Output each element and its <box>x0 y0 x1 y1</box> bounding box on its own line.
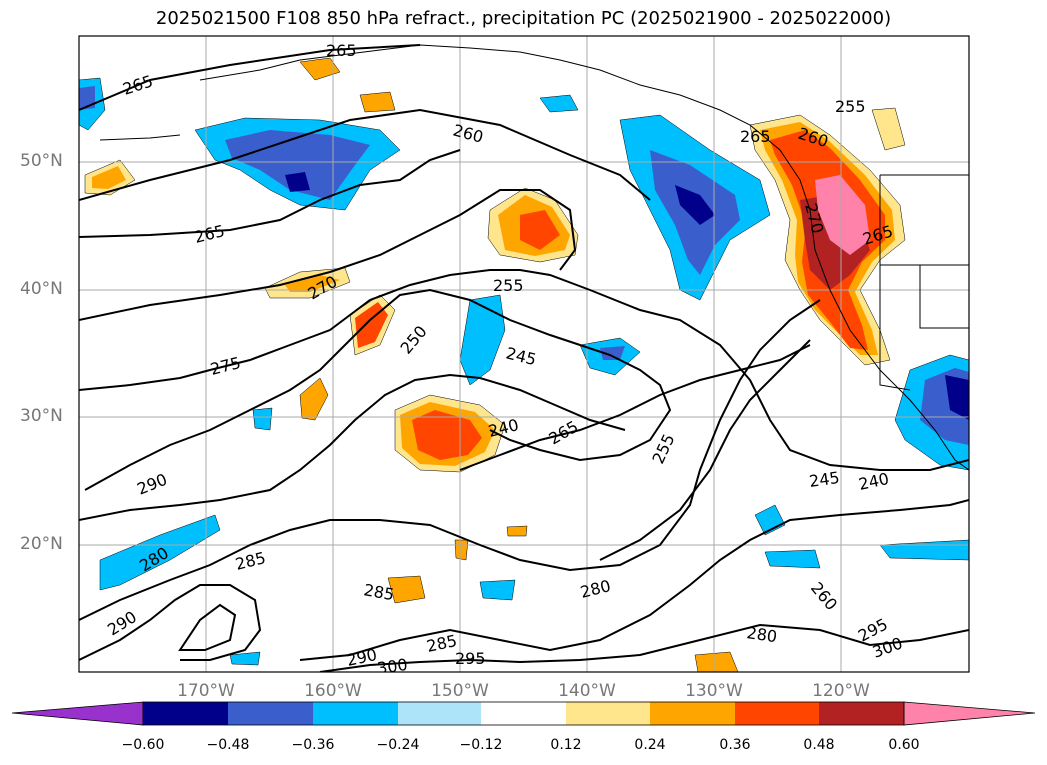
lon-label: 120°W <box>812 681 870 701</box>
precip-blob-small-mid <box>454 539 469 561</box>
precip-blob-gulf-alaska-core <box>225 130 370 200</box>
colorbar-bin <box>735 702 819 725</box>
colorbar-bin <box>481 702 566 725</box>
contour-label: 295 <box>455 649 486 668</box>
lat-label: 30°N <box>20 406 63 426</box>
lon-label: 140°W <box>558 681 616 701</box>
contour-label: 255 <box>493 276 524 295</box>
colorbar-extend-max <box>903 701 1036 726</box>
precip-blob-gulf-alaska-dark <box>285 172 310 192</box>
contour-label: 245 <box>808 468 841 491</box>
lon-label: 150°W <box>431 681 489 701</box>
contour-label: 265 <box>740 127 771 146</box>
lat-label: 40°N <box>20 279 63 299</box>
gridlines <box>79 36 969 672</box>
colorbar-bin <box>398 702 481 725</box>
precip-blob-lower-mid <box>479 579 516 601</box>
colorbar-bin <box>819 702 904 725</box>
precip-blob-top2 <box>359 91 396 113</box>
precip-blob-se-3 <box>764 549 821 569</box>
colorbar-tick-label: −0.36 <box>291 737 335 753</box>
colorbar-tick-label: 0.24 <box>634 737 666 753</box>
lat-label: 50°N <box>20 151 63 171</box>
coastlines <box>99 44 969 471</box>
precip-blob-lower <box>387 575 426 604</box>
colorbar-bin <box>143 702 228 725</box>
precip-blob-pacific-central-red <box>412 410 482 460</box>
colorbar-tick-label: −0.12 <box>459 737 503 753</box>
contour-label: 265 <box>326 41 357 60</box>
precip-blob-small-2 <box>252 407 273 431</box>
contour-label: 300 <box>376 655 409 678</box>
colorbar-tick-label: −0.24 <box>376 737 420 753</box>
colorbar-tick-label: 0.12 <box>550 737 582 753</box>
colorbar-tick-label: 0.36 <box>719 737 751 753</box>
precip-blob-nw-coast-dark <box>675 185 715 225</box>
precip-blob-small-mid2 <box>506 525 528 537</box>
precip-blob-ne-orange <box>285 275 340 292</box>
lon-label: 160°W <box>304 681 362 701</box>
precip-blob-baja-dark <box>945 375 969 420</box>
lon-label: 170°W <box>177 681 235 701</box>
precip-blob-west-coast-pink <box>815 175 870 255</box>
lon-label: 130°W <box>685 681 743 701</box>
precip-blob-top <box>299 57 341 81</box>
contour-label: 280 <box>745 623 778 646</box>
precip-blob-bottom <box>694 651 739 672</box>
precip-blob-small-w-orange <box>92 166 126 189</box>
precip-blob-north-central-red <box>520 210 560 250</box>
map-frame <box>78 35 970 673</box>
precip-blob-left-mid-orange <box>355 302 388 348</box>
colorbar-bin <box>313 702 398 725</box>
contour-label: 255 <box>835 97 866 116</box>
precip-blob-small-1 <box>539 94 579 113</box>
precip-blob-small-3 <box>229 651 261 666</box>
lat-label: 20°N <box>20 534 63 554</box>
map-title: 2025021500 F108 850 hPa refract., precip… <box>155 8 892 29</box>
colorbar-bin <box>650 702 735 725</box>
colorbar-tick-label: −0.48 <box>206 737 250 753</box>
precip-blob-coast-n <box>871 107 906 151</box>
colorbar-bin <box>228 702 313 725</box>
colorbar-tick-label: 0.48 <box>803 737 835 753</box>
contour-lines <box>79 44 969 672</box>
colorbar-tick-label: −0.60 <box>121 737 165 753</box>
colorbar <box>11 701 1036 726</box>
precip-blob-se-2 <box>754 504 786 536</box>
precip-blob-mid-small <box>299 377 329 421</box>
colorbar-extend-min <box>11 701 144 726</box>
colorbar-bin <box>566 702 650 725</box>
colorbar-tick-label: 0.60 <box>888 737 920 753</box>
precip-blob-mid-2-core <box>600 346 625 360</box>
